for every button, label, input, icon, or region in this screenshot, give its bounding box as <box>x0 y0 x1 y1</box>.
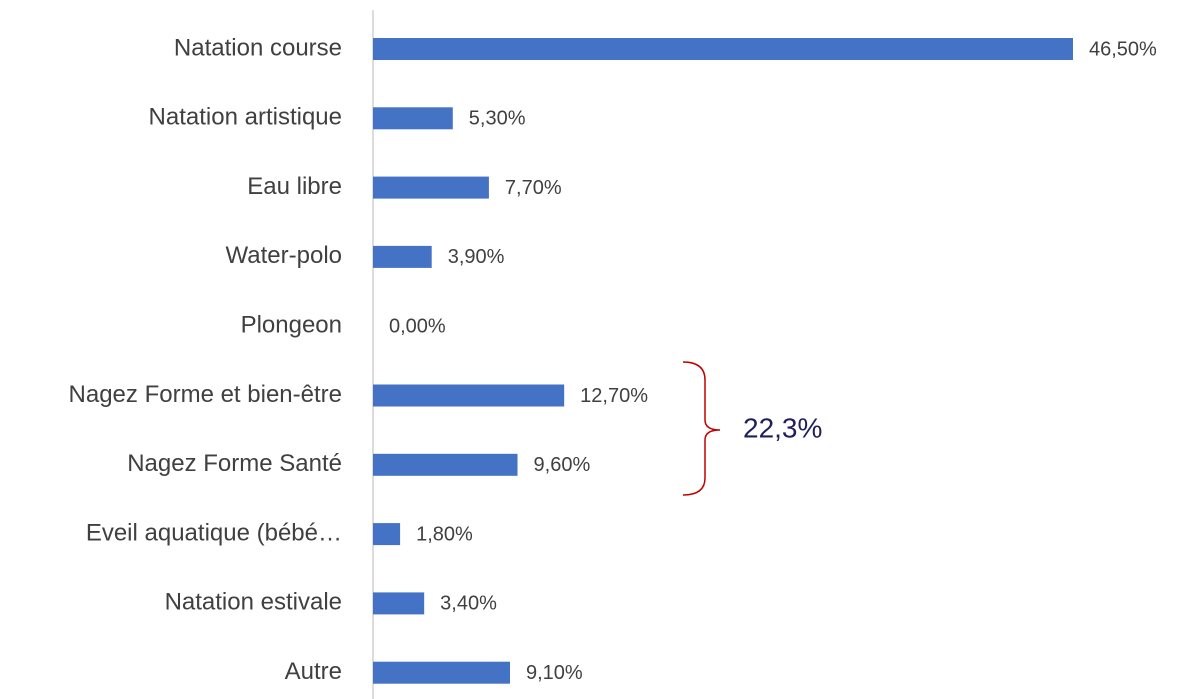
category-label: Nagez Forme Santé <box>127 450 342 477</box>
bar <box>373 661 510 684</box>
value-label: 9,60% <box>534 454 591 476</box>
bar <box>373 38 1073 60</box>
bar <box>373 384 565 407</box>
category-label: Eveil aquatique (bébé… <box>86 519 342 546</box>
value-label: 9,10% <box>526 662 583 684</box>
category-label: Autre <box>285 658 342 685</box>
bracket <box>682 361 721 496</box>
value-label: 7,70% <box>505 177 562 199</box>
category-label: Natation estivale <box>165 589 342 616</box>
value-label: 12,70% <box>580 385 648 407</box>
category-label: Water-polo <box>226 242 342 269</box>
value-label: 0,00% <box>389 315 446 337</box>
value-label: 3,40% <box>440 593 497 615</box>
bar <box>373 245 432 268</box>
category-label: Natation course <box>174 34 342 61</box>
category-label: Eau libre <box>247 173 342 200</box>
bar <box>373 453 518 476</box>
bar <box>373 523 401 546</box>
bar <box>373 176 489 199</box>
value-label: 5,30% <box>469 108 526 130</box>
category-label: Plongeon <box>241 312 342 339</box>
category-label: Nagez Forme et bien-être <box>69 381 342 408</box>
bar <box>373 592 425 615</box>
value-label: 1,80% <box>416 523 473 545</box>
category-label: Natation artistique <box>149 104 342 131</box>
value-label: 46,50% <box>1089 38 1157 60</box>
annotation: 22,3% <box>743 412 822 443</box>
bar <box>373 107 453 130</box>
value-label: 3,90% <box>448 246 505 268</box>
